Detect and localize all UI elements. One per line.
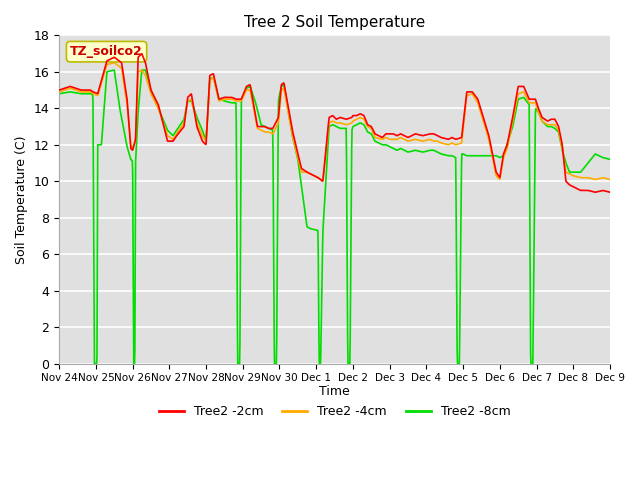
Text: TZ_soilco2: TZ_soilco2: [70, 45, 143, 58]
Y-axis label: Soil Temperature (C): Soil Temperature (C): [15, 135, 28, 264]
X-axis label: Time: Time: [319, 385, 350, 398]
Title: Tree 2 Soil Temperature: Tree 2 Soil Temperature: [244, 15, 425, 30]
Legend: Tree2 -2cm, Tree2 -4cm, Tree2 -8cm: Tree2 -2cm, Tree2 -4cm, Tree2 -8cm: [154, 400, 515, 423]
